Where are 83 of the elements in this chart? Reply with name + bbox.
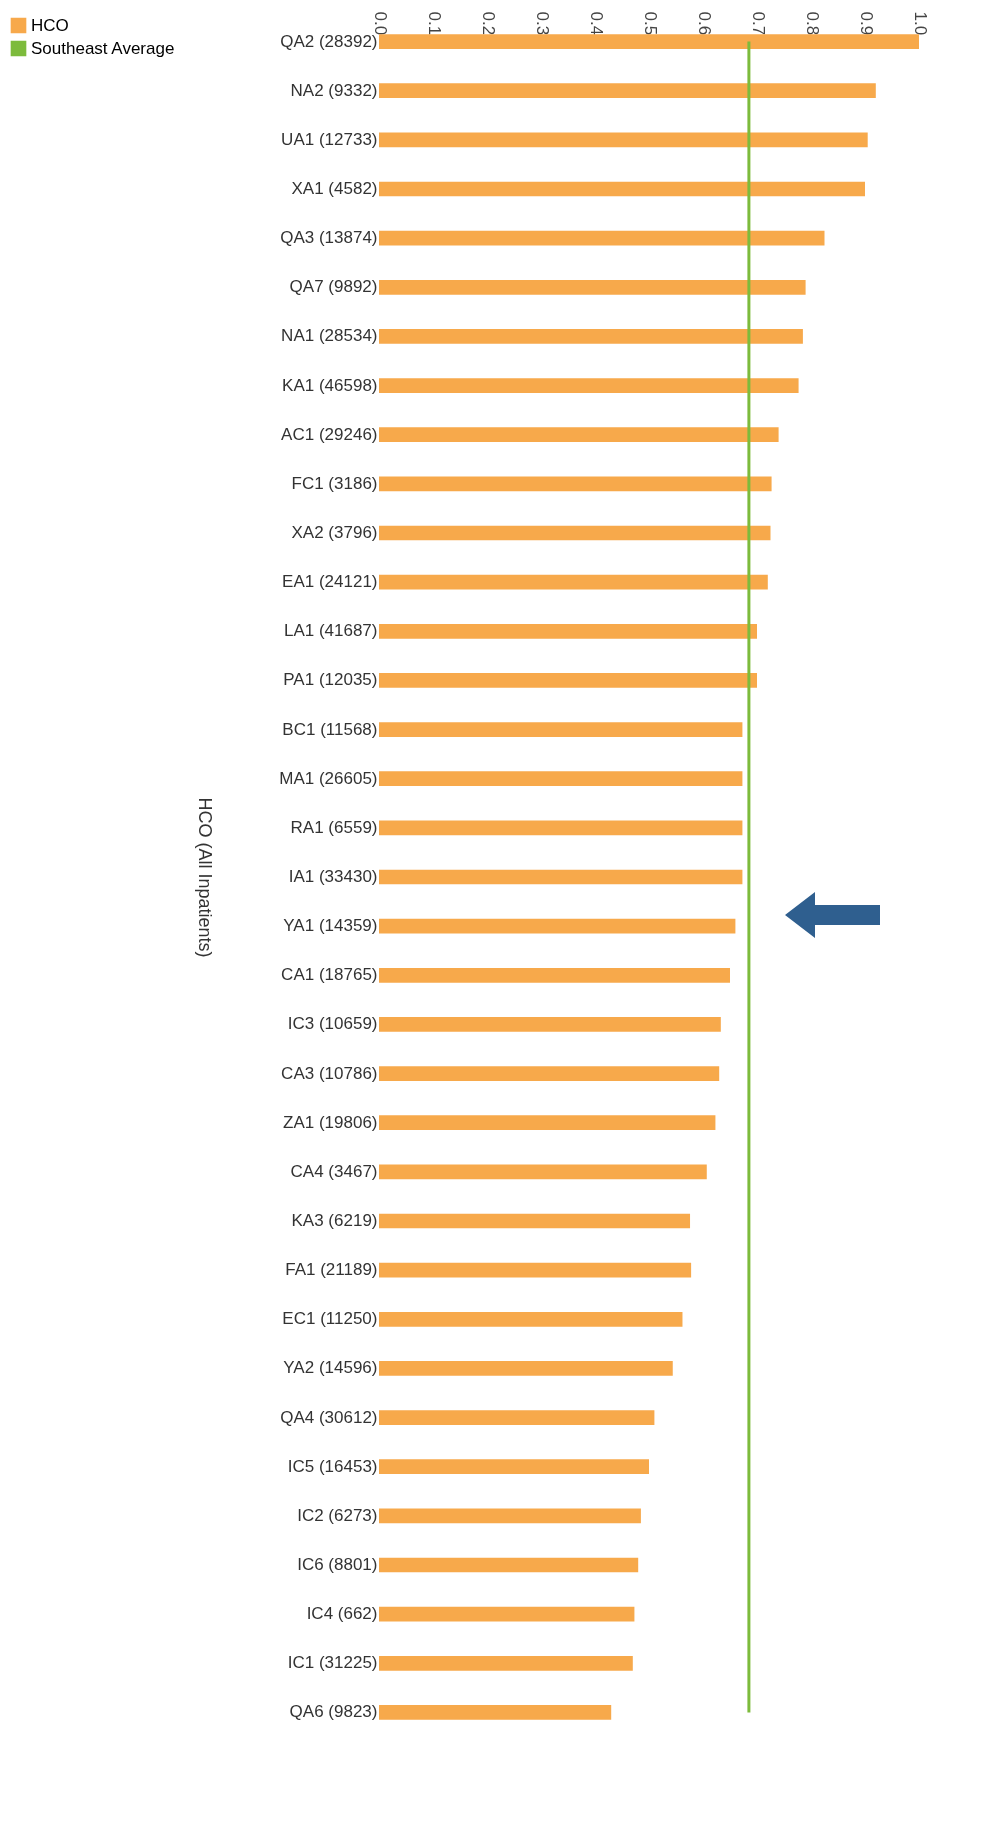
bar [379,722,743,737]
y-tick-label: QA4 (30612) [280,1407,378,1427]
y-tick-label: YA2 (14596) [283,1358,378,1378]
bar [379,378,799,393]
x-tick-label: 0.3 [532,11,552,36]
y-tick-label: IC6 (8801) [297,1555,378,1574]
x-tick-label: 0.5 [640,11,660,36]
bar [379,1508,641,1524]
bar [379,1017,721,1032]
bar [379,1361,673,1376]
bar [379,83,876,99]
x-tick-label: 0.7 [748,11,768,36]
y-tick-label: EA1 (24121) [282,572,378,592]
legend-label: Southeast Average [31,38,175,58]
bar [379,230,825,246]
y-tick-label: LA1 (41687) [283,621,378,641]
y-tick-label: IA1 (33430) [288,867,378,886]
y-tick-label: EC1 (11250) [282,1309,378,1329]
bar [379,1311,683,1327]
y-tick-label: MA1 (26605) [279,768,378,788]
bar [379,1459,649,1475]
y-tick-label: IC2 (6273) [297,1505,378,1525]
bar [379,1213,691,1229]
y-tick-label: QA3 (13874) [280,228,378,248]
bar [379,918,736,934]
y-tick-label: BC1 (11568) [282,719,378,739]
y-tick-label: FC1 (3186) [291,473,378,493]
bar [379,1410,655,1425]
bar [379,476,772,492]
legend-label: HCO [31,15,69,35]
x-tick-label: 0.8 [802,11,822,36]
bar [379,967,730,983]
bar [379,1606,635,1622]
y-tick-label: AC1 (29246) [281,424,378,444]
y-tick-label: IC3 (10659) [287,1014,378,1034]
y-tick-label: IC4 (662) [306,1604,378,1624]
bar [379,820,743,836]
y-tick-label: CA1 (18765) [281,965,378,985]
y-tick-label: NA2 (9332) [290,80,378,100]
y-tick-label: KA1 (46598) [282,375,378,395]
x-tick-label: 0.2 [478,11,498,36]
x-tick-label: 0.9 [856,11,876,36]
y-tick-label: PA1 (12035) [283,670,378,690]
bar [379,673,757,688]
bar [379,1557,639,1573]
y-tick-label: RA1 (6559) [290,817,378,837]
y-tick-label: ZA1 (19806) [283,1112,378,1132]
bar [379,1262,692,1278]
y-tick-label: IC1 (31225) [287,1653,378,1673]
bar [379,1655,633,1671]
bar [379,181,865,197]
bar [379,623,757,639]
x-tick-label: 0.1 [424,11,444,36]
x-tick-label: 0.0 [370,11,390,36]
bar [379,329,803,344]
y-axis-title: HCO (All Inpatients) [194,797,215,958]
bar [379,1705,612,1720]
y-tick-label: QA7 (9892) [289,277,378,297]
bar [379,132,868,148]
bar [379,427,779,443]
y-tick-label: KA3 (6219) [291,1211,378,1230]
x-tick-label: 0.4 [586,11,606,36]
bar [379,525,771,541]
bar [379,771,743,787]
y-tick-label: YA1 (14359) [283,916,378,936]
bar [379,869,743,885]
y-tick-label: NA1 (28534) [281,326,378,346]
y-tick-label: XA2 (3796) [291,523,378,542]
bar [379,1066,720,1081]
y-tick-label: UA1 (12733) [281,129,378,149]
bar [379,34,919,49]
y-tick-label: CA4 (3467) [290,1161,378,1181]
x-tick-label: 0.6 [694,11,714,36]
bar [379,574,768,590]
bar [379,1164,707,1180]
y-tick-label: IC5 (16453) [287,1456,378,1476]
bar [379,279,806,295]
y-tick-label: FA1 (21189) [285,1260,378,1280]
y-tick-label: QA6 (9823) [289,1702,378,1722]
x-tick-label: 1.0 [910,11,930,36]
y-tick-label: CA3 (10786) [281,1063,378,1083]
bar [379,1115,716,1131]
y-tick-label: XA1 (4582) [291,179,378,198]
